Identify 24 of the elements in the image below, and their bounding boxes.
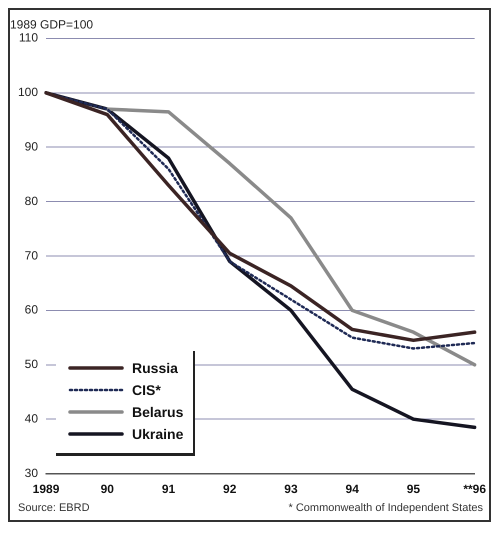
y-tick-label: 100: [18, 85, 38, 100]
legend-label: Ukraine: [132, 426, 184, 442]
x-tick-label: 93: [284, 482, 298, 496]
x-tick-label: 95: [406, 482, 420, 496]
x-tick-label: 92: [223, 482, 237, 496]
y-tick-label: 70: [24, 248, 38, 262]
y-tick-label: 80: [24, 194, 38, 208]
text: * Commonwealth of Independent States: [288, 502, 483, 514]
y-tick-label: 30: [24, 466, 38, 480]
x-tick-label: 1989: [32, 482, 60, 496]
y-tick-label: 90: [24, 140, 38, 154]
y-tick-label: 40: [24, 412, 38, 426]
legend-label: CIS*: [132, 382, 161, 398]
chart-title: 1989 GDP=100: [10, 18, 94, 32]
y-tick-label: 50: [24, 357, 38, 372]
y-tick-label: 60: [24, 302, 38, 317]
legend-label: Russia: [132, 360, 178, 376]
legend-label: Belarus: [132, 404, 184, 420]
y-tick-label: 110: [18, 30, 38, 45]
x-tick-label: 94: [346, 482, 360, 496]
x-tick-label: 91: [162, 482, 176, 496]
x-tick-label: **96: [463, 482, 486, 496]
x-tick-label: 90: [100, 482, 114, 496]
source-note: Source: EBRD: [18, 502, 90, 514]
